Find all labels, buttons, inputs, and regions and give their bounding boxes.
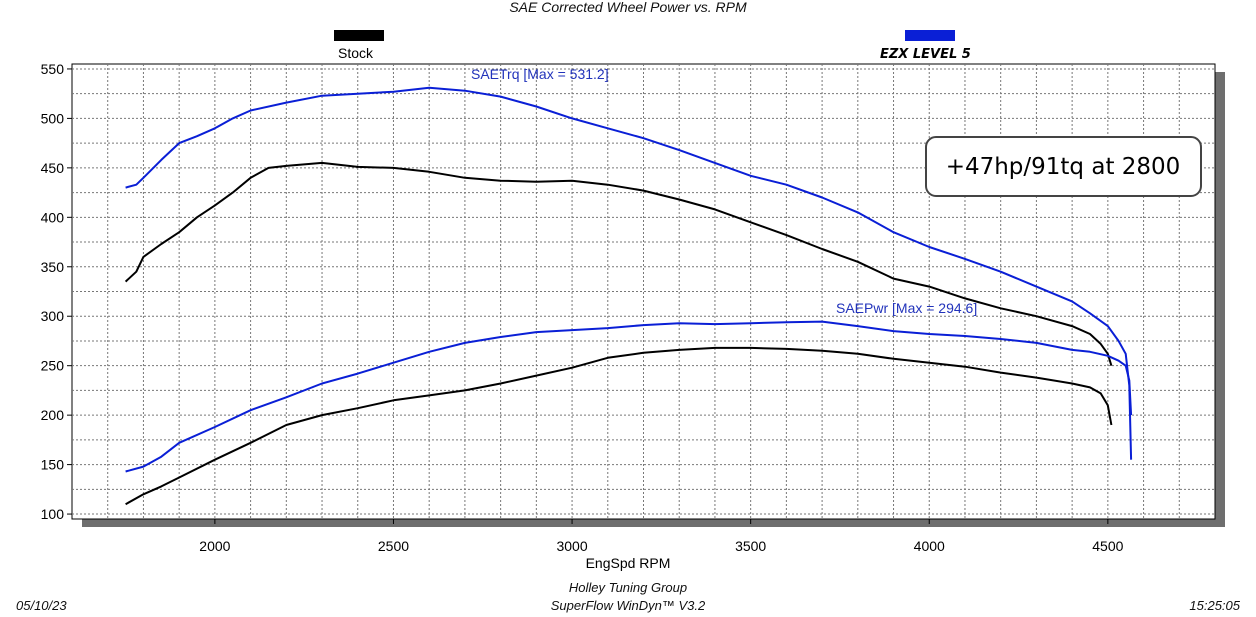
y-tick-label: 450 [41,160,65,176]
x-axis-label: EngSpd RPM [586,555,671,571]
x-tick-label: 4500 [1092,538,1123,554]
y-axis-ticks: 100 150 200 250 300 350 400 450 500 550 [41,61,72,522]
callout-text: +47hp/91tq at 2800 [946,154,1181,180]
y-tick-label: 550 [41,61,65,77]
power-max-label: SAEPwr [Max = 294.6] [836,300,977,316]
legend-swatch-stock [334,30,384,41]
x-tick-label: 3000 [556,538,587,554]
y-tick-label: 500 [41,110,65,126]
y-tick-label: 100 [41,506,65,522]
y-tick-label: 350 [41,259,65,275]
y-tick-label: 250 [41,358,65,374]
series-layer [124,86,1133,506]
footer-software: SuperFlow WinDyn™ V3.2 [551,598,706,613]
torque-max-label: SAETrq [Max = 531.2] [471,66,609,82]
legend-swatch-ezx [905,30,955,41]
x-tick-label: 2000 [199,538,230,554]
ezx-torque-line [125,86,1133,460]
x-tick-label: 3500 [735,538,766,554]
legend-label-stock: Stock [338,45,374,61]
stock-power-line [125,346,1113,506]
legend-label-ezx: EZX LEVEL 5 [880,47,971,62]
footer-company: Holley Tuning Group [569,580,687,595]
x-axis-ticks: 2000 2500 3000 3500 4000 4500 [199,519,1124,554]
footer-date: 05/10/23 [16,598,67,613]
y-tick-label: 400 [41,209,65,225]
x-tick-label: 2500 [378,538,409,554]
ezx-power-line [125,320,1133,473]
y-tick-label: 300 [41,308,65,324]
y-tick-label: 150 [41,457,65,473]
stock-torque-line [124,161,1113,366]
footer-time: 15:25:05 [1189,598,1240,613]
x-tick-label: 4000 [914,538,945,554]
chart-title: SAE Corrected Wheel Power vs. RPM [509,0,747,15]
callout-box [925,136,1202,197]
y-tick-label: 200 [41,407,65,423]
